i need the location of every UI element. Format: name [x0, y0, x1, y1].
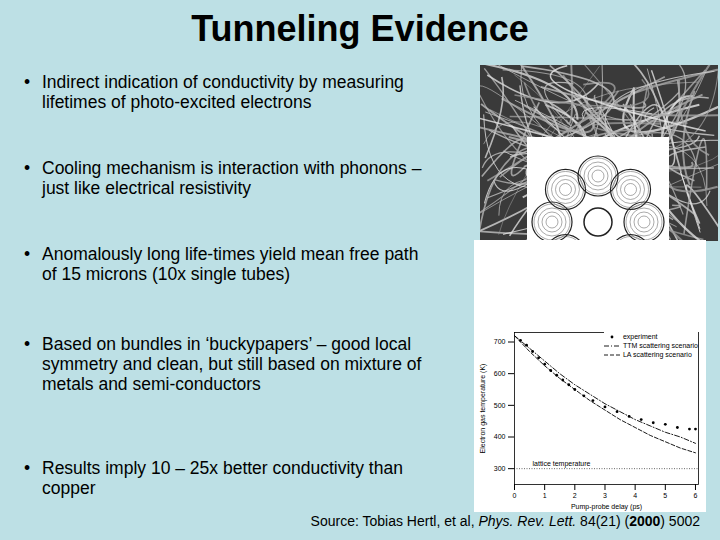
svg-text:400: 400 — [494, 433, 506, 440]
svg-text:0: 0 — [513, 492, 517, 499]
svg-text:700: 700 — [494, 338, 506, 345]
svg-text:Pump-probe delay (ps): Pump-probe delay (ps) — [571, 503, 642, 511]
svg-text:500: 500 — [494, 402, 506, 409]
html-text:TTM scattering scenario: TTM scattering scenario — [622, 342, 698, 349]
html-text:Based on bundles in ‘buckypape: Based on bundles in ‘buckypapers’ – good… — [42, 334, 422, 394]
svg-text:6: 6 — [694, 492, 698, 499]
html-text:LA scattering scenario: LA scattering scenario — [622, 351, 692, 358]
svg-text:2: 2 — [573, 492, 577, 499]
svg-text:5: 5 — [663, 492, 667, 499]
html-text:Cooling mechanism is interacti: Cooling mechanism is interaction with ph… — [42, 158, 422, 198]
html-text:Source: Tobias Hertl, et al, P: Source: Tobias Hertl, et al, Phys. Rev. … — [310, 513, 700, 529]
html-text:Indirect indication of conduct: Indirect indication of conductivity by m… — [42, 72, 404, 112]
svg-text:600: 600 — [494, 370, 506, 377]
html-text:experiment: experiment — [622, 333, 658, 340]
svg-text:lattice temperature: lattice temperature — [533, 460, 591, 468]
svg-text:4: 4 — [633, 492, 637, 499]
svg-text:Electron gas temperature (K): Electron gas temperature (K) — [479, 364, 487, 454]
html-text:Anomalously long life-times yi: Anomalously long life-times yield mean f… — [42, 244, 419, 284]
svg-text:3: 3 — [603, 492, 607, 499]
svg-text:1: 1 — [543, 492, 547, 499]
svg-text:300: 300 — [494, 465, 506, 472]
html-text:Results imply 10 – 25x better: Results imply 10 – 25x better conductivi… — [42, 458, 403, 498]
html-text:Tunneling Evidence: Tunneling Evidence — [191, 8, 529, 49]
